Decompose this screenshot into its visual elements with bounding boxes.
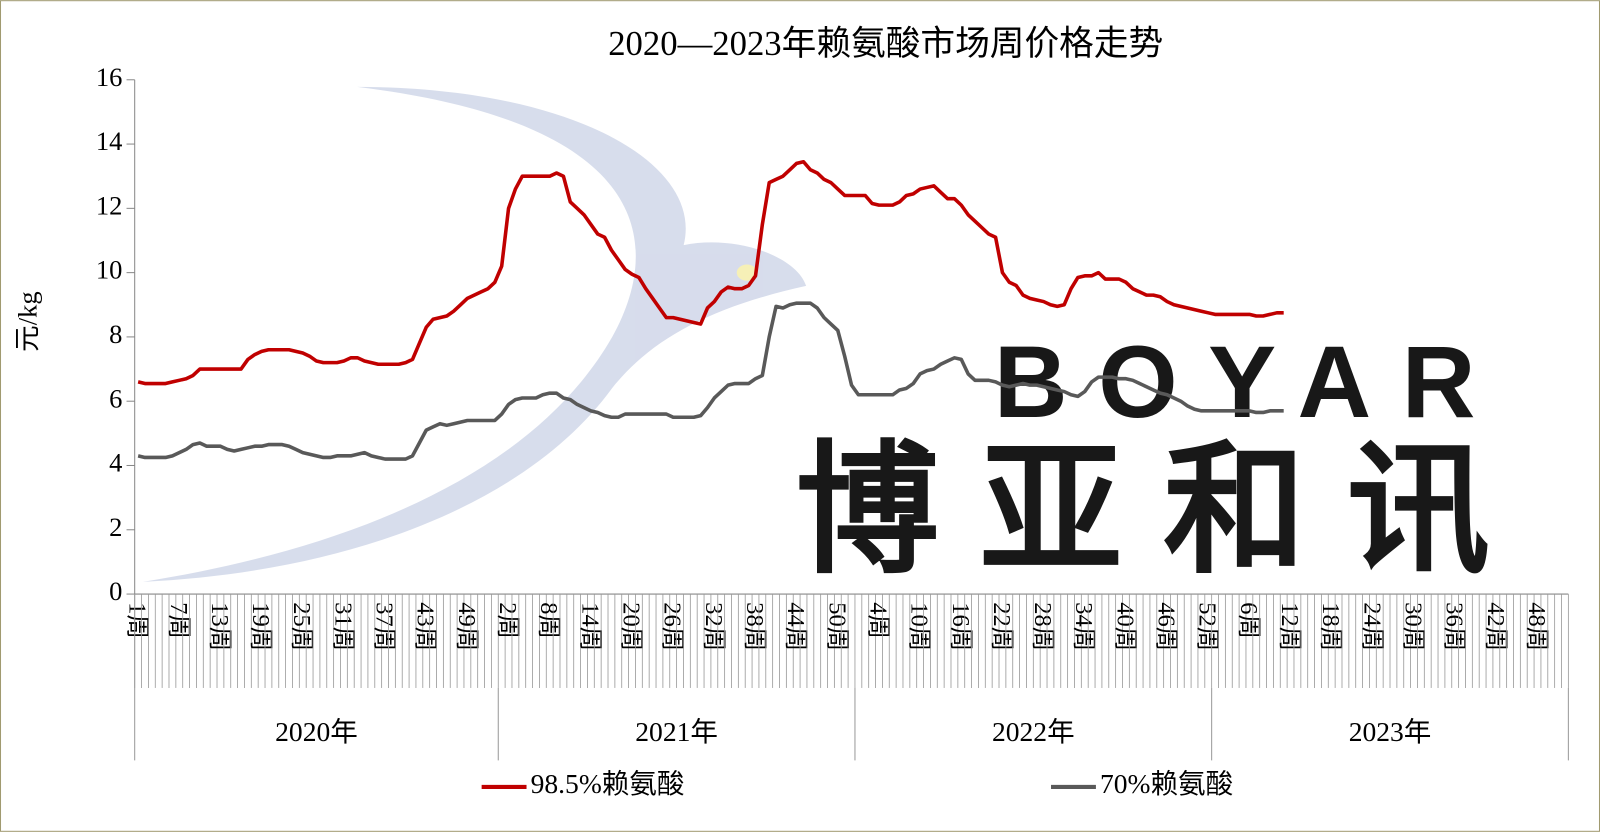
group-label: 2022年 <box>992 716 1075 747</box>
x-tick-label: 25周 <box>288 602 315 651</box>
group-label: 2020年 <box>275 716 358 747</box>
x-tick-label: 16周 <box>947 602 974 651</box>
watermark-eye <box>736 264 758 281</box>
y-tick-label: 0 <box>109 576 122 606</box>
x-tick-label: 49周 <box>453 602 480 651</box>
x-tick-label: 20周 <box>618 602 645 651</box>
legend-label: 98.5%赖氨酸 <box>531 768 685 799</box>
watermark-text: BOYAR <box>994 325 1506 439</box>
y-tick-label: 8 <box>109 319 122 349</box>
x-tick-label: 22周 <box>988 602 1015 651</box>
x-tick-label: 6周 <box>1235 602 1262 639</box>
x-tick-label: 34周 <box>1070 602 1097 651</box>
x-tick-label: 1周 <box>124 602 151 639</box>
x-tick-label: 43周 <box>412 602 439 651</box>
x-tick-label: 18周 <box>1317 602 1344 651</box>
x-tick-label: 7周 <box>165 602 192 639</box>
y-tick-label: 2 <box>109 512 122 542</box>
x-tick-label: 32周 <box>700 602 727 651</box>
y-tick-label: 4 <box>109 448 122 478</box>
group-label: 2021年 <box>635 716 718 747</box>
x-tick-label: 14周 <box>576 602 603 651</box>
x-tick-label: 46周 <box>1153 602 1180 651</box>
group-label: 2023年 <box>1349 716 1432 747</box>
y-tick-label: 16 <box>96 62 123 92</box>
y-tick-label: 10 <box>96 255 123 285</box>
x-tick-label: 44周 <box>782 602 809 651</box>
x-tick-label: 52周 <box>1194 602 1221 651</box>
x-tick-label: 19周 <box>247 602 274 651</box>
x-tick-label: 8周 <box>535 602 562 639</box>
x-tick-label: 30周 <box>1400 602 1427 651</box>
watermark: BOYAR 博亚和讯 <box>142 86 1531 594</box>
x-tick-label: 36周 <box>1441 602 1468 651</box>
y-tick-label: 14 <box>96 126 123 156</box>
y-axis-label: 元/kg <box>13 291 43 351</box>
x-tick-label: 13周 <box>206 602 233 651</box>
watermark-subtext: 博亚和讯 <box>796 427 1531 594</box>
x-tick-label: 48周 <box>1523 602 1550 651</box>
x-tick-label: 38周 <box>741 602 768 651</box>
watermark-swoosh <box>142 86 807 582</box>
chart-title: 2020—2023年赖氨酸市场周价格走势 <box>608 24 1163 63</box>
x-tick-label: 28周 <box>1029 602 1056 651</box>
legend-label: 70%赖氨酸 <box>1100 768 1233 799</box>
x-tick-label: 50周 <box>823 602 850 651</box>
series-line <box>137 301 1284 461</box>
x-tick-label: 37周 <box>371 602 398 651</box>
x-tick-label: 4周 <box>864 602 891 639</box>
x-tick-label: 24周 <box>1358 602 1385 651</box>
series-line <box>137 159 1284 386</box>
x-tick-label: 42周 <box>1482 602 1509 651</box>
y-tick-label: 6 <box>109 383 122 413</box>
x-tick-label: 2周 <box>494 602 521 639</box>
x-tick-label: 12周 <box>1276 602 1303 651</box>
y-tick-label: 12 <box>96 190 123 220</box>
x-tick-label: 10周 <box>906 602 933 651</box>
x-tick-label: 40周 <box>1111 602 1138 651</box>
x-tick-label: 26周 <box>659 602 686 651</box>
x-tick-label: 31周 <box>329 602 356 651</box>
